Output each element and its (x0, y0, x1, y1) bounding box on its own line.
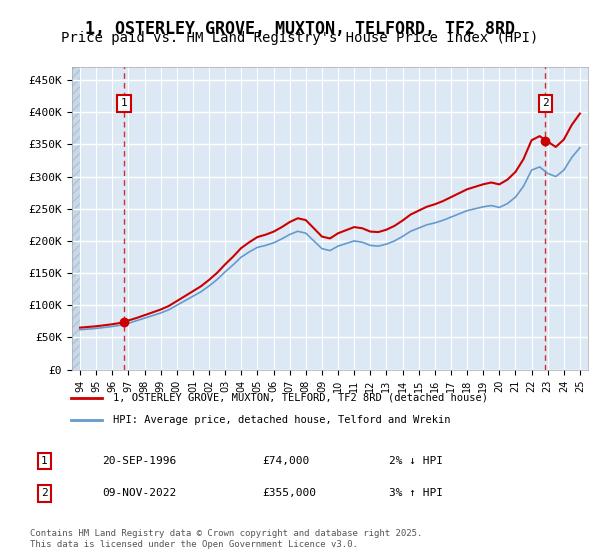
Text: 1, OSTERLEY GROVE, MUXTON, TELFORD, TF2 8RD (detached house): 1, OSTERLEY GROVE, MUXTON, TELFORD, TF2 … (113, 393, 488, 403)
Bar (72, 67, 80, 370)
Text: £74,000: £74,000 (262, 456, 309, 466)
Text: 2: 2 (542, 99, 549, 109)
Text: £355,000: £355,000 (262, 488, 316, 498)
Text: 20-SEP-1996: 20-SEP-1996 (102, 456, 176, 466)
Text: HPI: Average price, detached house, Telford and Wrekin: HPI: Average price, detached house, Telf… (113, 415, 450, 425)
Text: Price paid vs. HM Land Registry's House Price Index (HPI): Price paid vs. HM Land Registry's House … (61, 31, 539, 45)
Text: 2: 2 (41, 488, 48, 498)
Text: 1: 1 (41, 456, 48, 466)
Text: 2% ↓ HPI: 2% ↓ HPI (389, 456, 443, 466)
Text: 3% ↑ HPI: 3% ↑ HPI (389, 488, 443, 498)
Text: 1: 1 (121, 99, 127, 109)
Text: 09-NOV-2022: 09-NOV-2022 (102, 488, 176, 498)
Text: 1, OSTERLEY GROVE, MUXTON, TELFORD, TF2 8RD: 1, OSTERLEY GROVE, MUXTON, TELFORD, TF2 … (85, 20, 515, 38)
Text: Contains HM Land Registry data © Crown copyright and database right 2025.
This d: Contains HM Land Registry data © Crown c… (30, 529, 422, 549)
